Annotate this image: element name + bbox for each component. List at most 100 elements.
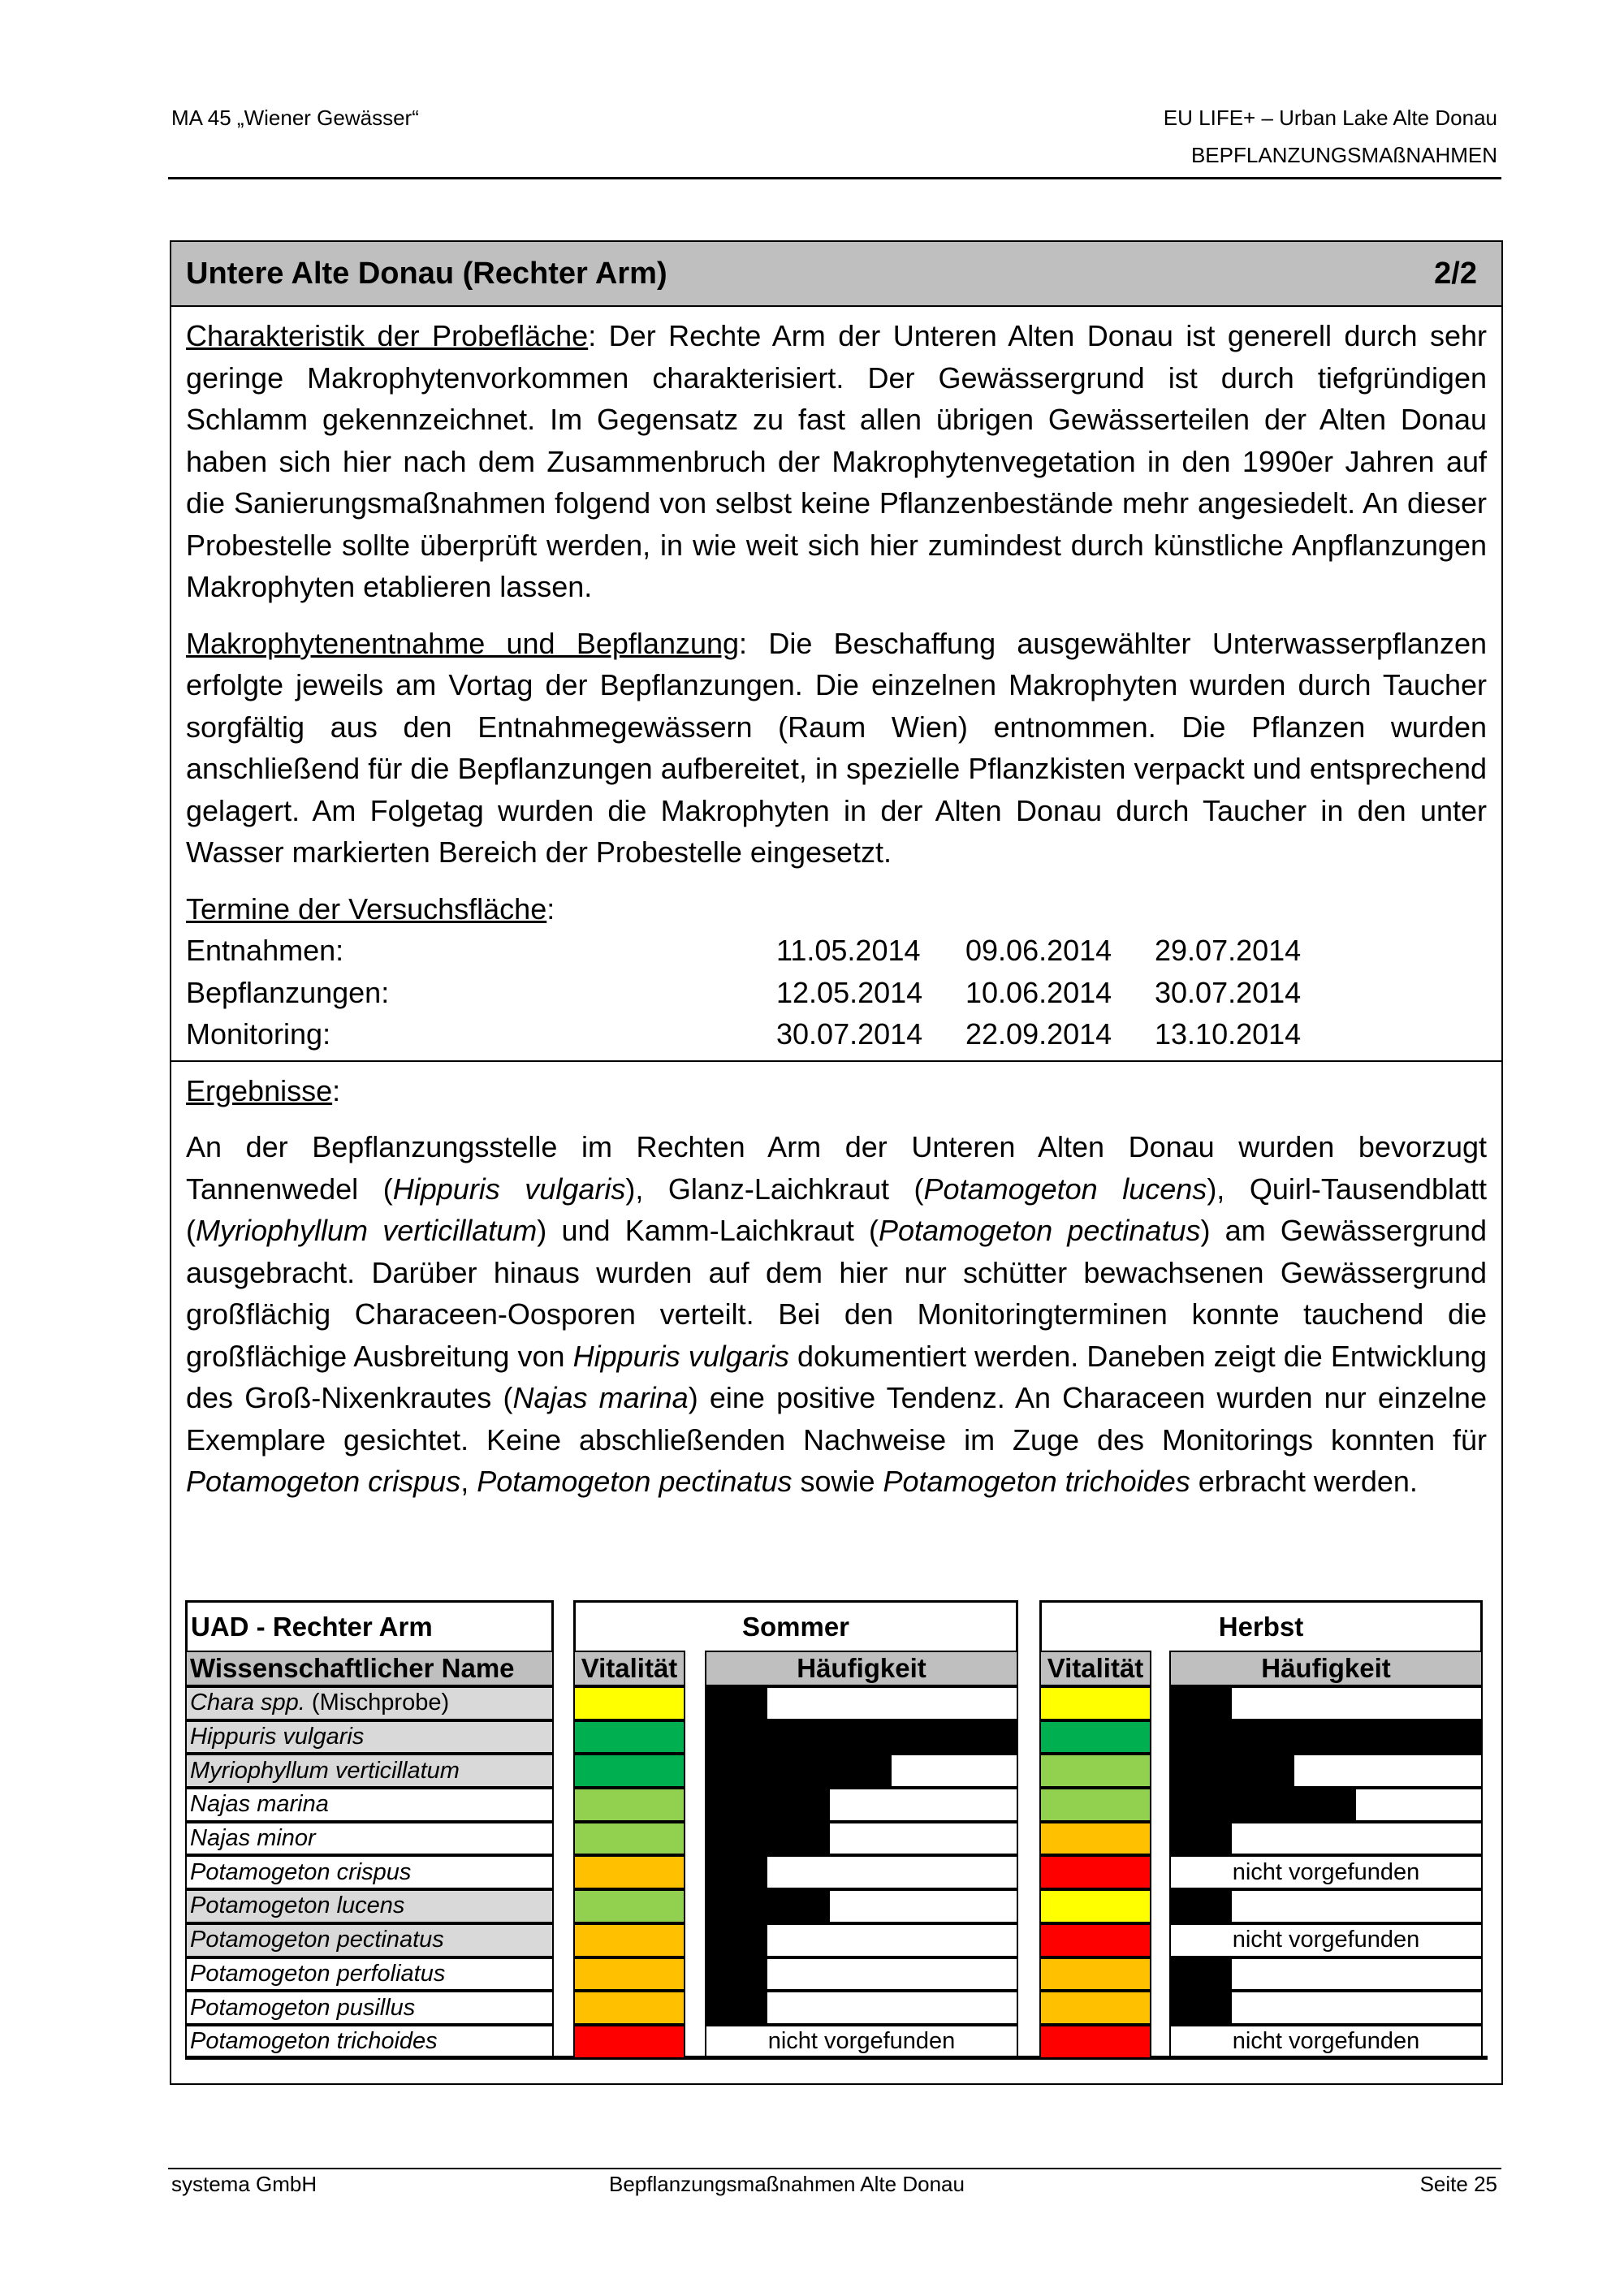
frequency-cell xyxy=(705,1788,1018,1822)
frequency-bar xyxy=(705,1857,767,1888)
page-of: 2/2 xyxy=(1434,256,1477,291)
frequency-cell xyxy=(705,1957,1018,1992)
frequency-not-found: nicht vorgefunden xyxy=(1169,1855,1483,1890)
species-name: Najas minor xyxy=(190,1825,316,1852)
site-box: Untere Alte Donau (Rechter Arm) 2/2 Char… xyxy=(170,240,1503,2085)
section-divider xyxy=(171,1060,1501,1062)
species-name: Myriophyllum verticillatum xyxy=(190,1757,460,1784)
vitality-swatch-sommer xyxy=(573,1754,685,1789)
frequency-bar xyxy=(1169,1823,1232,1854)
frequency-bar xyxy=(1169,1755,1294,1787)
table-row: Potamogeton perfoliatus xyxy=(185,1957,1488,1992)
header-divider xyxy=(168,177,1501,179)
frequency-cell xyxy=(1169,1754,1483,1789)
table-row: Potamogeton trichoides nicht vorgefunden… xyxy=(185,2024,1488,2059)
season-herbst: Herbst xyxy=(1039,1600,1483,1651)
footer-center: Bepflanzungsmaßnahmen Alte Donau xyxy=(609,2172,965,2196)
vitality-swatch-sommer xyxy=(573,1991,685,2025)
vitality-swatch-herbst xyxy=(1039,1923,1151,1957)
frequency-cell xyxy=(705,1686,1018,1720)
vitality-swatch-herbst xyxy=(1039,1855,1151,1890)
species-name: Potamogeton lucens xyxy=(190,1892,405,1919)
results-table: UAD - Rechter Arm Sommer Herbst Wissensc… xyxy=(185,1600,1488,2060)
col-header-name: Wissenschaftlicher Name xyxy=(185,1651,554,1686)
frequency-bar xyxy=(705,1924,767,1956)
species-name: Hippuris vulgaris xyxy=(190,1724,365,1750)
frequency-cell xyxy=(705,1991,1018,2025)
frequency-bar xyxy=(705,1789,830,1820)
species-name-cell: Potamogeton pectinatus xyxy=(185,1923,554,1957)
termine-date: 30.07.2014 xyxy=(1155,975,1302,1009)
table-row: Myriophyllum verticillatum xyxy=(185,1754,1488,1789)
col-header-vitality: Vitalität xyxy=(573,1651,685,1686)
header-right-project: EU LIFE+ – Urban Lake Alte Donau xyxy=(1163,106,1497,130)
frequency-cell xyxy=(1169,1686,1483,1720)
frequency-cell xyxy=(705,1889,1018,1923)
frequency-bar xyxy=(705,1721,1017,1753)
species-name-cell: Potamogeton trichoides xyxy=(185,2024,554,2059)
table-row: Hippuris vulgaris xyxy=(185,1720,1488,1754)
species-name-cell: Potamogeton lucens xyxy=(185,1889,554,1923)
entnahme-paragraph: Makrophytenentnahme und Bepflanzung: Die… xyxy=(186,623,1487,874)
vitality-swatch-herbst xyxy=(1039,1720,1151,1754)
description-section: Charakteristik der Probefläche: Der Rech… xyxy=(171,307,1501,1055)
frequency-cell xyxy=(1169,1821,1483,1856)
vitality-swatch-sommer xyxy=(573,1788,685,1822)
table-row: Potamogeton crispus nicht vorgefunden xyxy=(185,1855,1488,1890)
termine-row-label: Entnahmen: xyxy=(186,934,344,967)
termine-row-label: Bepflanzungen: xyxy=(186,975,390,1009)
vitality-swatch-herbst xyxy=(1039,1957,1151,1992)
frequency-cell xyxy=(1169,1788,1483,1822)
species-name-cell: Myriophyllum verticillatum xyxy=(185,1754,554,1789)
frequency-cell xyxy=(1169,1991,1483,2025)
vitality-swatch-herbst xyxy=(1039,1991,1151,2025)
footer-divider xyxy=(168,2168,1501,2169)
frequency-bar xyxy=(705,1891,830,1922)
header-right-chapter: BEPFLANZUNGSMAßNAHMEN xyxy=(1190,143,1497,167)
species-name-cell: Potamogeton perfoliatus xyxy=(185,1957,554,1992)
termine-date: 30.07.2014 xyxy=(776,1017,923,1051)
season-sommer: Sommer xyxy=(573,1600,1018,1651)
vitality-swatch-herbst xyxy=(1039,1788,1151,1822)
frequency-bar xyxy=(1169,1958,1232,1990)
species-name: Chara spp. xyxy=(190,1690,305,1716)
species-name: Potamogeton trichoides xyxy=(190,2028,438,2055)
frequency-not-found: nicht vorgefunden xyxy=(1169,2024,1483,2059)
vitality-swatch-sommer xyxy=(573,1855,685,1890)
vitality-swatch-sommer xyxy=(573,2024,685,2059)
termine-label: Termine der Versuchsfläche xyxy=(186,891,547,926)
frequency-bar xyxy=(705,1688,767,1719)
termine-date: 22.09.2014 xyxy=(965,1017,1112,1051)
vitality-swatch-herbst xyxy=(1039,1686,1151,1720)
frequency-cell xyxy=(1169,1957,1483,1992)
table-row: Potamogeton pusillus xyxy=(185,1991,1488,2025)
species-name-cell: Chara spp. (Mischprobe) xyxy=(185,1686,554,1720)
frequency-bar xyxy=(1169,1688,1232,1719)
table-row: Chara spp. (Mischprobe) xyxy=(185,1686,1488,1720)
frequency-bar xyxy=(705,1992,767,2023)
header-left: MA 45 „Wiener Gewässer“ xyxy=(171,106,419,130)
vitality-swatch-sommer xyxy=(573,1720,685,1754)
vitality-swatch-sommer xyxy=(573,1821,685,1856)
termine: Termine der Versuchsfläche: Entnahmen: 11… xyxy=(186,888,1487,1055)
charakteristik-paragraph: Charakteristik der Probefläche: Der Rech… xyxy=(186,315,1487,608)
species-name: Potamogeton pectinatus xyxy=(190,1927,444,1953)
termine-row: Bepflanzungen: 12.05.2014 10.06.2014 30.07.… xyxy=(186,972,1487,1014)
entnahme-text: : Die Beschaffung ausgewählter Unterwass… xyxy=(186,626,1487,870)
termine-date: 13.10.2014 xyxy=(1155,1017,1302,1051)
frequency-cell xyxy=(1169,1720,1483,1754)
species-name: Potamogeton crispus xyxy=(190,1858,412,1885)
frequency-bar xyxy=(705,1958,767,1990)
frequency-bar xyxy=(1169,1891,1232,1922)
table-row: Potamogeton lucens xyxy=(185,1889,1488,1923)
ergebnisse-text: An der Bepflanzungsstelle im Rechten Arm… xyxy=(186,1130,1488,1498)
table-title: UAD - Rechter Arm xyxy=(185,1600,554,1651)
termine-date: 09.06.2014 xyxy=(965,934,1112,967)
termine-row: Monitoring: 30.07.2014 22.09.2014 13.10.201… xyxy=(186,1013,1487,1055)
footer-left: systema GmbH xyxy=(171,2172,317,2196)
frequency-cell xyxy=(705,1855,1018,1890)
col-header-frequency: Häufigkeit xyxy=(1169,1651,1483,1686)
ergebnisse-section: Ergebnisse: An der Bepflanzungsstelle im… xyxy=(171,1062,1501,1503)
entnahme-label: Makrophytenentnahme und Bepflanzung xyxy=(186,626,740,660)
vitality-swatch-sommer xyxy=(573,1957,685,1992)
